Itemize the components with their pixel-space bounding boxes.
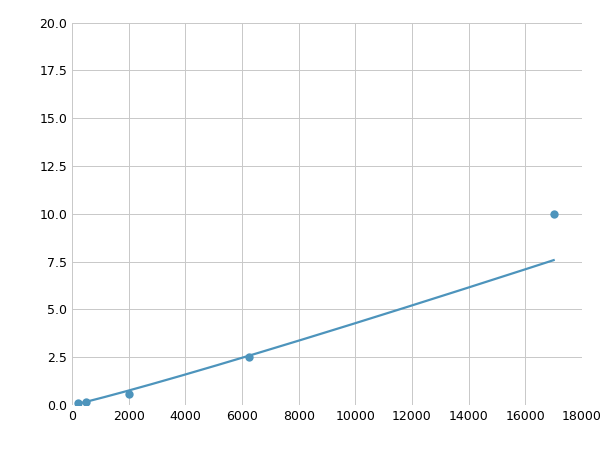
Point: [124, 390, 133, 397]
Point: [73, 400, 82, 407]
Point: [82, 399, 91, 406]
Point: [549, 210, 559, 217]
Point: [244, 354, 254, 361]
